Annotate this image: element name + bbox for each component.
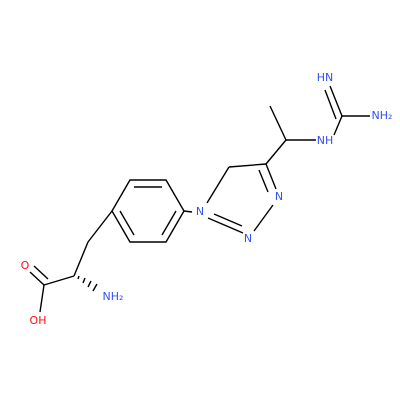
bond xyxy=(329,85,343,117)
bond xyxy=(258,169,269,193)
bonds xyxy=(29,85,370,313)
bond xyxy=(87,210,113,243)
bond xyxy=(119,210,135,236)
ring xyxy=(111,179,185,243)
hash xyxy=(77,275,80,280)
atom-label: NH xyxy=(317,134,334,147)
bond xyxy=(161,210,177,236)
atom-label: NH₂ xyxy=(103,290,124,303)
bond xyxy=(253,204,274,232)
hash xyxy=(92,283,98,292)
bond xyxy=(39,284,45,313)
bond xyxy=(324,89,337,120)
atom-label: NH₂ xyxy=(372,109,393,122)
bond xyxy=(265,163,277,190)
bond xyxy=(33,265,49,280)
bond xyxy=(43,275,75,286)
hash xyxy=(82,277,86,284)
bond xyxy=(206,166,230,204)
hashed-wedge xyxy=(77,275,98,292)
atom-label: O xyxy=(21,259,30,272)
atom-label: OH xyxy=(30,314,47,327)
bond xyxy=(228,163,267,168)
atom-label: N xyxy=(196,205,204,218)
bond xyxy=(73,241,89,277)
atom-label: HN xyxy=(317,71,334,84)
atom-label: N xyxy=(244,232,252,245)
bond xyxy=(29,271,45,286)
atom-labels: HN NH₂ NH N N N O OH NH₂ xyxy=(21,71,393,327)
bond xyxy=(207,217,244,234)
bond xyxy=(213,213,243,227)
atom-label: N xyxy=(275,190,283,203)
bond xyxy=(269,105,287,141)
bond xyxy=(183,210,193,213)
bond xyxy=(333,115,343,136)
hash xyxy=(87,280,92,288)
bond xyxy=(265,139,287,165)
